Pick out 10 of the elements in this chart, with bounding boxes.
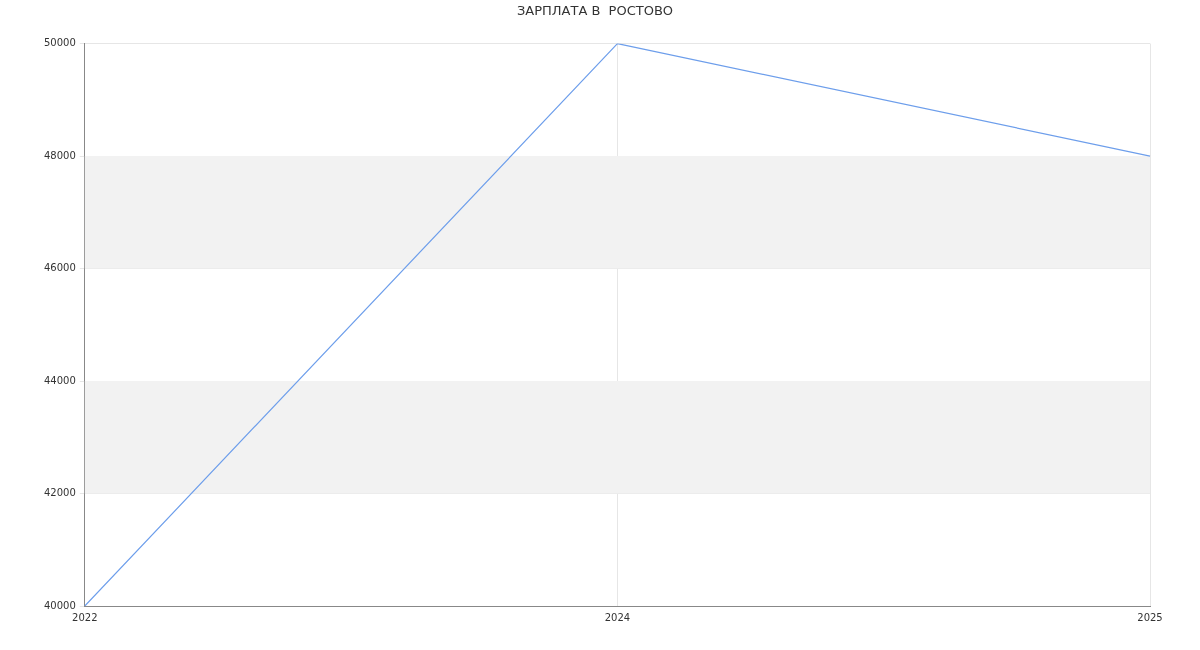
y-tick-label: 46000: [44, 262, 76, 274]
x-tick-label: 2022: [72, 611, 98, 623]
y-tick-label: 42000: [44, 487, 76, 499]
y-tick-label: 40000: [44, 599, 76, 611]
chart-title: ЗАРПЛАТА В РОСТОВО: [516, 3, 674, 19]
x-tick-label: 2025: [1137, 611, 1163, 623]
y-tick-label: 48000: [44, 149, 76, 161]
y-tick-label: 50000: [44, 37, 76, 49]
y-tick-label: 44000: [44, 374, 76, 386]
x-tick-label: 2024: [604, 611, 631, 623]
